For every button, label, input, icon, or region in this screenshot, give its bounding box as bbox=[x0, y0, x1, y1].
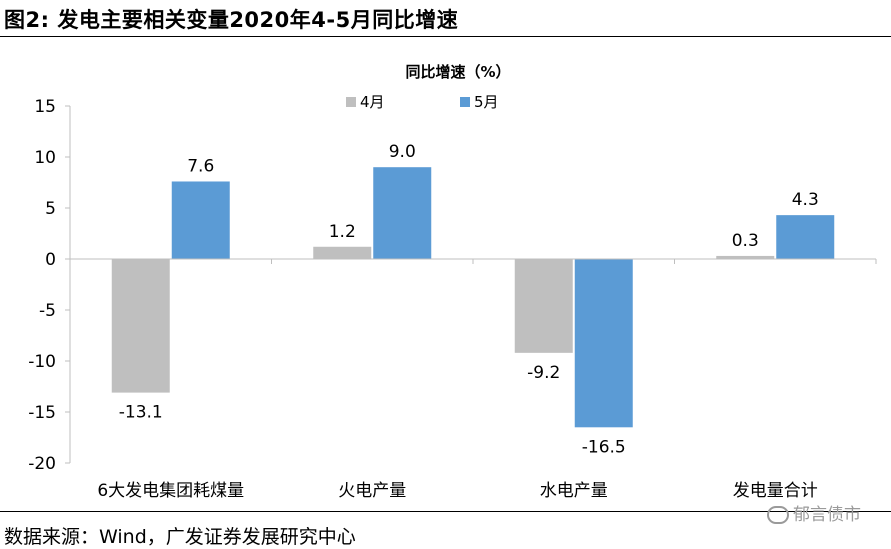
data-label: -13.1 bbox=[119, 403, 163, 423]
bar-1-2 bbox=[313, 246, 372, 259]
bar-chart: 同比增速（%） 4月 5月 15 10 5 0 -5 -10 -15 -20 -13.1 1.2 -9.2… bbox=[28, 63, 877, 501]
data-label: 4.3 bbox=[792, 190, 819, 210]
x-category-label: 发电量合计 bbox=[733, 481, 818, 501]
data-label: 1.2 bbox=[329, 222, 356, 242]
source-note: 数据来源：Wind，广发证券发展研究中心 bbox=[4, 526, 356, 548]
legend-swatch-2 bbox=[460, 97, 470, 107]
bar-2-4 bbox=[776, 215, 835, 259]
y-tick-label: -10 bbox=[28, 352, 56, 372]
data-label: 9.0 bbox=[389, 142, 416, 162]
y-tick-label: 5 bbox=[45, 199, 56, 219]
bar-2-2 bbox=[373, 167, 432, 259]
legend-swatch-1 bbox=[346, 97, 356, 107]
bar-1-4 bbox=[716, 255, 775, 259]
bar-1-1 bbox=[111, 259, 170, 393]
figure-title: 图2: 发电主要相关变量2020年4-5月同比增速 bbox=[4, 8, 459, 32]
data-label: 7.6 bbox=[187, 156, 214, 176]
source-rule bbox=[0, 511, 891, 512]
bar-2-1 bbox=[171, 181, 230, 259]
chart-title: 同比增速（%） bbox=[405, 63, 510, 81]
y-tick-label: 10 bbox=[34, 148, 56, 168]
wechat-icon bbox=[767, 506, 789, 524]
watermark-text: 郁言债市 bbox=[793, 505, 861, 525]
bar-1-3 bbox=[514, 259, 573, 353]
data-label: -16.5 bbox=[582, 437, 626, 457]
legend-label-2: 5月 bbox=[474, 93, 499, 111]
title-rule bbox=[0, 36, 891, 37]
data-label: -9.2 bbox=[527, 363, 560, 383]
y-tick-label: 0 bbox=[45, 250, 56, 270]
y-tick-label: -15 bbox=[28, 403, 56, 423]
legend-label-1: 4月 bbox=[360, 93, 385, 111]
y-tick-label: -20 bbox=[28, 454, 56, 474]
y-tick-label: 15 bbox=[34, 97, 56, 117]
watermark: 郁言债市 bbox=[767, 500, 861, 525]
x-category-label: 火电产量 bbox=[338, 481, 406, 501]
data-label: 0.3 bbox=[732, 231, 759, 251]
x-category-label: 水电产量 bbox=[540, 481, 608, 501]
bar-2-3 bbox=[574, 259, 633, 428]
x-category-label: 6大发电集团耗煤量 bbox=[97, 481, 244, 501]
y-tick-label: -5 bbox=[39, 301, 56, 321]
